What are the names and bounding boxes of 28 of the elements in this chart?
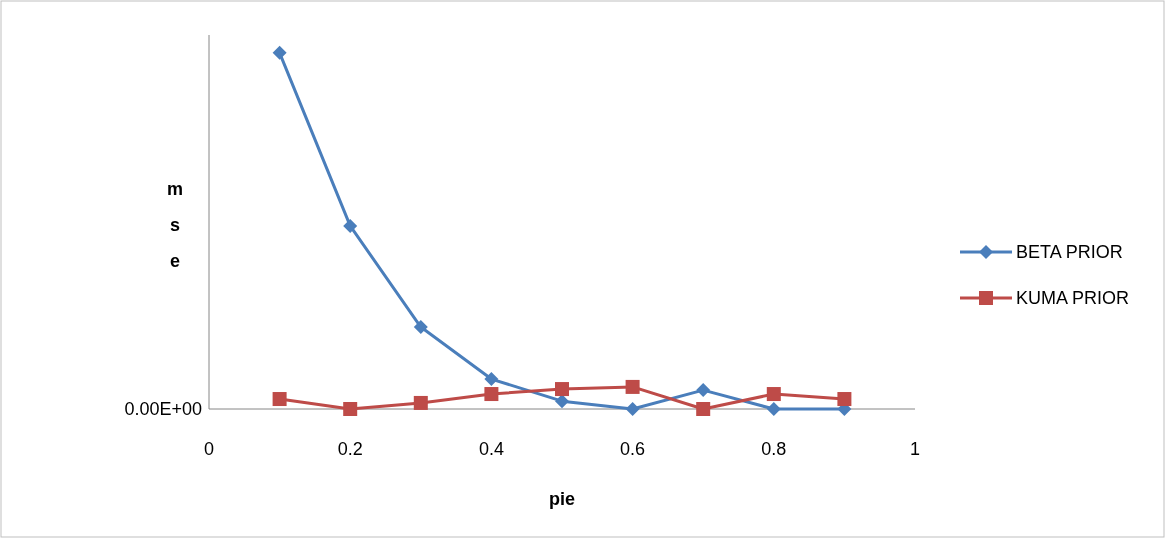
point — [696, 383, 711, 398]
point — [413, 395, 428, 410]
point — [272, 45, 287, 60]
legend-label: KUMA PRIOR — [1016, 288, 1130, 308]
point — [766, 402, 781, 416]
point — [837, 392, 852, 407]
x-tick-label: 0.6 — [620, 439, 646, 459]
legend-label: BETA PRIOR — [1016, 242, 1123, 262]
x-tick-label: 1 — [909, 439, 921, 459]
point — [625, 402, 640, 416]
x-tick-label: 0 — [203, 439, 215, 459]
point — [555, 382, 569, 397]
point — [343, 402, 358, 416]
point — [484, 372, 499, 387]
point — [555, 394, 569, 409]
text: 0.00E+00 — [124, 399, 202, 419]
x-tick-label: 0.8 — [761, 439, 787, 459]
point — [766, 387, 781, 402]
point — [625, 379, 640, 394]
point — [272, 392, 287, 407]
x-tick-label: 0.4 — [478, 439, 504, 459]
point — [484, 387, 499, 402]
point — [413, 320, 428, 335]
x-axis-title: pie — [548, 489, 576, 509]
point — [696, 402, 711, 416]
y-axis-title: mse — [166, 179, 184, 271]
x-tick-label: 0.2 — [337, 439, 363, 459]
point — [343, 218, 358, 233]
